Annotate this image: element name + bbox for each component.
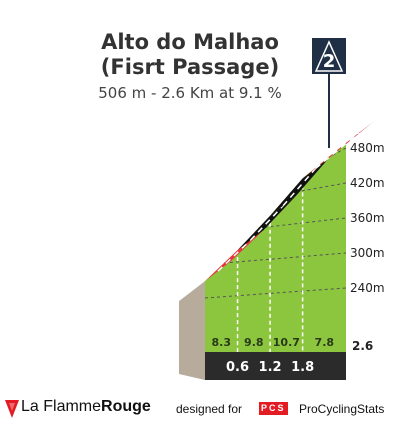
category-number: 2 [323,51,336,72]
y-tick-label: 300m [350,246,385,260]
road-centerline [315,132,360,169]
y-tick-label: 480m [350,141,385,155]
segment-gradient-label: 9.8 [244,336,264,349]
pcs-badge: PCS [259,402,288,415]
road-centerline [217,239,252,272]
segment-gradient-label: 10.7 [273,336,300,349]
brand-text-left: La Flamme [21,398,102,415]
base-side [179,352,205,380]
road-centerline [282,167,317,207]
end-distance-label: 2.6 [352,339,373,353]
profile-base [205,352,346,380]
road-centerline [249,205,284,241]
distance-label: 0.6 [226,360,249,375]
brand-la-flamme-rouge: La FlammeRouge [21,398,151,416]
brand-text-right: Rouge [101,398,151,415]
segment-gradient-label: 7.8 [315,336,335,349]
y-tick-label: 420m [350,176,385,190]
climb-stats: 506 m - 2.6 Km at 9.1 % [98,84,282,102]
mountain-icon [314,40,344,72]
summit-marker [346,119,376,143]
distance-label: 1.8 [291,360,314,375]
distance-label: 1.2 [259,360,282,375]
profile-side-wall [179,281,205,372]
flame-logo-icon [5,400,19,418]
grid-line [223,252,347,264]
climb-passage: (Fisrt Passage) [100,55,280,79]
designed-for-label: designed for [176,402,243,416]
pcs-name: ProCyclingStats [299,402,385,416]
y-tick-label: 360m [350,211,385,225]
climb-title: Alto do Malhao [101,30,279,54]
segment-gradient-label: 8.3 [212,336,232,349]
y-tick-label: 240m [350,281,385,295]
profile-front-face [205,142,346,352]
